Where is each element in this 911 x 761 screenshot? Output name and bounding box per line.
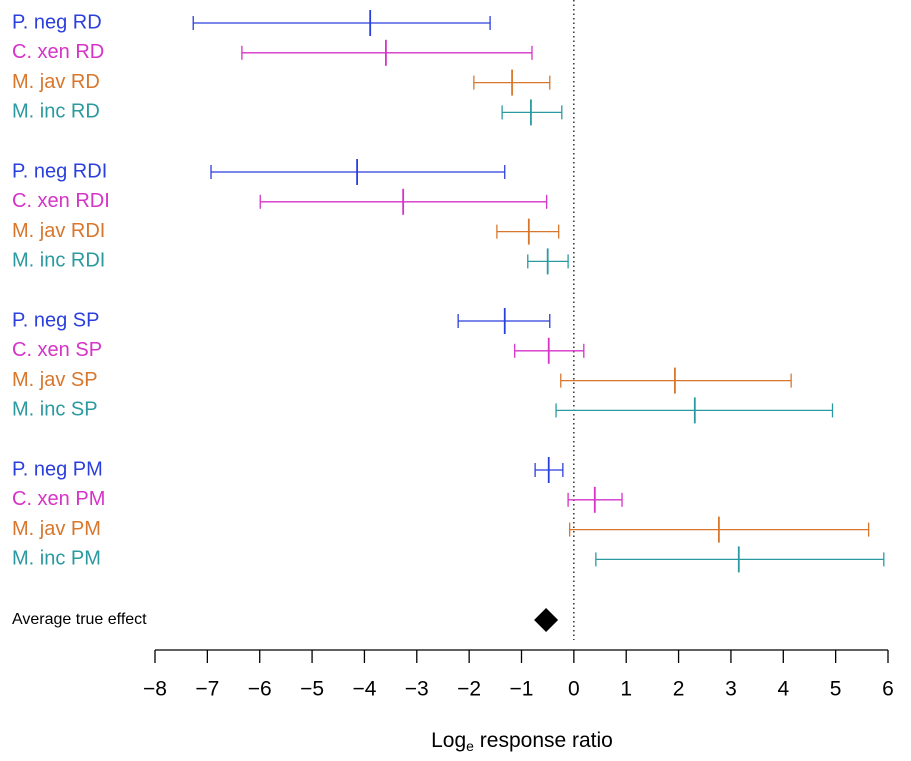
- row-label: M. inc RD: [12, 101, 100, 123]
- row-label: P. neg PM: [12, 458, 103, 480]
- row-label: M. inc RDI: [12, 250, 105, 272]
- row-label: C. xen PM: [12, 488, 105, 510]
- x-tick-label: −4: [352, 678, 376, 701]
- x-tick-label: −6: [248, 678, 272, 701]
- row-label: P. neg RDI: [12, 160, 107, 182]
- x-tick-label: 5: [830, 678, 842, 701]
- x-tick-label: −1: [510, 678, 534, 701]
- x-tick-label: 3: [725, 678, 737, 701]
- x-tick-label: −5: [300, 678, 324, 701]
- average-label: Average true effect: [12, 611, 147, 628]
- row-label: C. xen RD: [12, 41, 104, 63]
- x-axis-title-part: Log: [431, 729, 466, 752]
- row-label: M. jav RDI: [12, 220, 105, 242]
- row-label: M. inc SP: [12, 399, 98, 421]
- x-tick-label: 2: [673, 678, 685, 701]
- row-label: C. xen RDI: [12, 190, 110, 212]
- x-tick-label: 6: [882, 678, 894, 701]
- row-label: M. jav PM: [12, 518, 101, 540]
- row-label: P. neg RD: [12, 11, 102, 33]
- x-axis-title-part: response ratio: [474, 729, 613, 752]
- x-tick-label: −3: [405, 678, 429, 701]
- x-tick-label: 0: [568, 678, 580, 701]
- row-label: M. jav RD: [12, 71, 100, 93]
- row-label: M. inc PM: [12, 548, 101, 570]
- x-tick-label: −2: [457, 678, 481, 701]
- x-tick-label: 1: [620, 678, 632, 701]
- x-axis-title: Loge response ratio: [431, 729, 613, 754]
- row-label: M. jav SP: [12, 369, 98, 391]
- x-tick-label: 4: [777, 678, 789, 701]
- row-label: P. neg SP: [12, 309, 99, 331]
- average-diamond: [534, 608, 559, 632]
- row-label: C. xen SP: [12, 339, 102, 361]
- x-axis-title-sub: e: [466, 738, 474, 754]
- x-tick-label: −7: [195, 678, 219, 701]
- x-tick-label: −8: [143, 678, 167, 701]
